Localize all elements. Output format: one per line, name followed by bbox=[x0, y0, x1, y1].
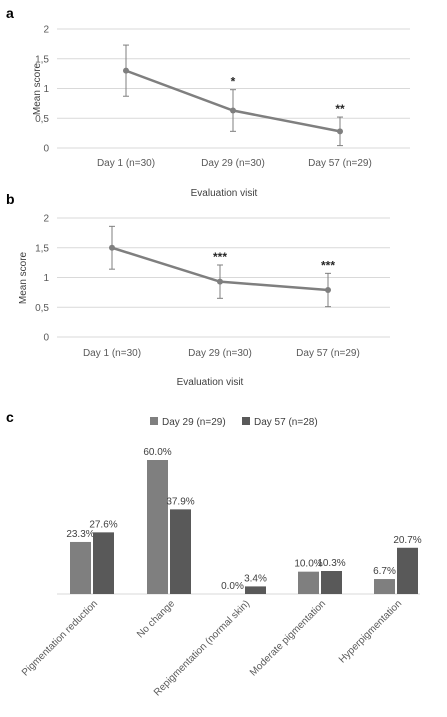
panel-b-label: b bbox=[6, 191, 15, 207]
data-point bbox=[109, 244, 115, 251]
x-tick-label: Hyperpigmentation bbox=[337, 598, 404, 665]
panel-a-xlabel: Evaluation visit bbox=[191, 188, 258, 199]
data-point bbox=[230, 107, 236, 114]
panel-a-chart: 0 0,5 1 1,5 2 Day 1 (n=30) Day 29 (n=30) Day 57… bbox=[35, 25, 410, 169]
y-tick-label: 0 bbox=[43, 144, 49, 155]
panel-a-label: a bbox=[6, 5, 14, 21]
data-label: 27.6% bbox=[89, 519, 117, 530]
x-tick-label: Day 57 (n=29) bbox=[308, 158, 372, 169]
y-tick-label: 0 bbox=[43, 333, 49, 344]
bar bbox=[321, 570, 342, 594]
x-tick-label: Moderate pigmentation bbox=[248, 598, 328, 678]
panel-b-chart: 0 0,5 1 1,5 2 Day 1 (n=30) Day 29 (n=30) Day 57… bbox=[35, 214, 390, 359]
data-label: 60.0% bbox=[143, 447, 171, 458]
panel-b-xlabel: Evaluation visit bbox=[177, 377, 244, 388]
x-tick-label: Day 29 (n=30) bbox=[188, 348, 252, 359]
panel-c-chart: 23.3%27.6% Pigmentation reduction 60.0% 37.… bbox=[20, 447, 422, 698]
bar bbox=[93, 532, 114, 594]
bar bbox=[170, 509, 191, 594]
y-tick-label: 2 bbox=[43, 25, 49, 36]
x-tick-label: Day 57 (n=29) bbox=[296, 348, 360, 359]
significance-marker: *** bbox=[321, 258, 335, 272]
significance-marker: *** bbox=[213, 250, 227, 264]
bar bbox=[245, 586, 266, 594]
data-point bbox=[217, 278, 223, 285]
bar bbox=[397, 547, 418, 594]
y-tick-label: 1 bbox=[43, 84, 49, 95]
x-tick-label: Day 1 (n=30) bbox=[83, 348, 141, 359]
legend-swatch-day29 bbox=[150, 417, 158, 425]
data-label: 0.0% bbox=[221, 581, 244, 592]
data-label: 10.0% bbox=[294, 559, 322, 570]
legend-label-day57: Day 57 (n=28) bbox=[254, 417, 318, 428]
x-tick-label: Pigmentation reduction bbox=[20, 598, 100, 678]
legend-label-day29: Day 29 (n=29) bbox=[162, 417, 226, 428]
panel-b-ylabel: Mean score bbox=[18, 251, 29, 304]
data-label: 3.4% bbox=[244, 573, 267, 584]
panel-c-label: c bbox=[6, 409, 14, 425]
x-tick-label: Day 1 (n=30) bbox=[97, 158, 155, 169]
panel-a-ylabel: Mean score bbox=[32, 62, 43, 115]
data-point bbox=[325, 286, 331, 293]
significance-marker: * bbox=[231, 75, 236, 89]
bar bbox=[374, 579, 395, 594]
y-tick-label: 2 bbox=[43, 214, 49, 225]
data-label: 10.3% bbox=[317, 558, 345, 569]
data-label: 37.9% bbox=[166, 496, 194, 507]
y-tick-label: 0,5 bbox=[35, 114, 49, 125]
data-point bbox=[123, 67, 129, 74]
y-tick-label: 1,5 bbox=[35, 54, 49, 65]
y-tick-label: 1 bbox=[43, 273, 49, 284]
y-tick-label: 0,5 bbox=[35, 303, 49, 314]
data-label: 20.7% bbox=[393, 535, 421, 546]
data-label: 23.3% bbox=[66, 529, 94, 540]
bar bbox=[147, 460, 168, 594]
panel-c-legend: Day 29 (n=29) Day 57 (n=28) bbox=[150, 417, 318, 428]
bar bbox=[298, 571, 319, 594]
data-point bbox=[337, 128, 343, 135]
legend-swatch-day57 bbox=[242, 417, 250, 425]
y-tick-label: 1,5 bbox=[35, 243, 49, 254]
bar bbox=[70, 541, 91, 594]
x-tick-label: Day 29 (n=30) bbox=[201, 158, 265, 169]
data-label: 6.7% bbox=[373, 566, 396, 577]
x-tick-label: No change bbox=[135, 598, 177, 640]
significance-marker: ** bbox=[335, 102, 345, 116]
